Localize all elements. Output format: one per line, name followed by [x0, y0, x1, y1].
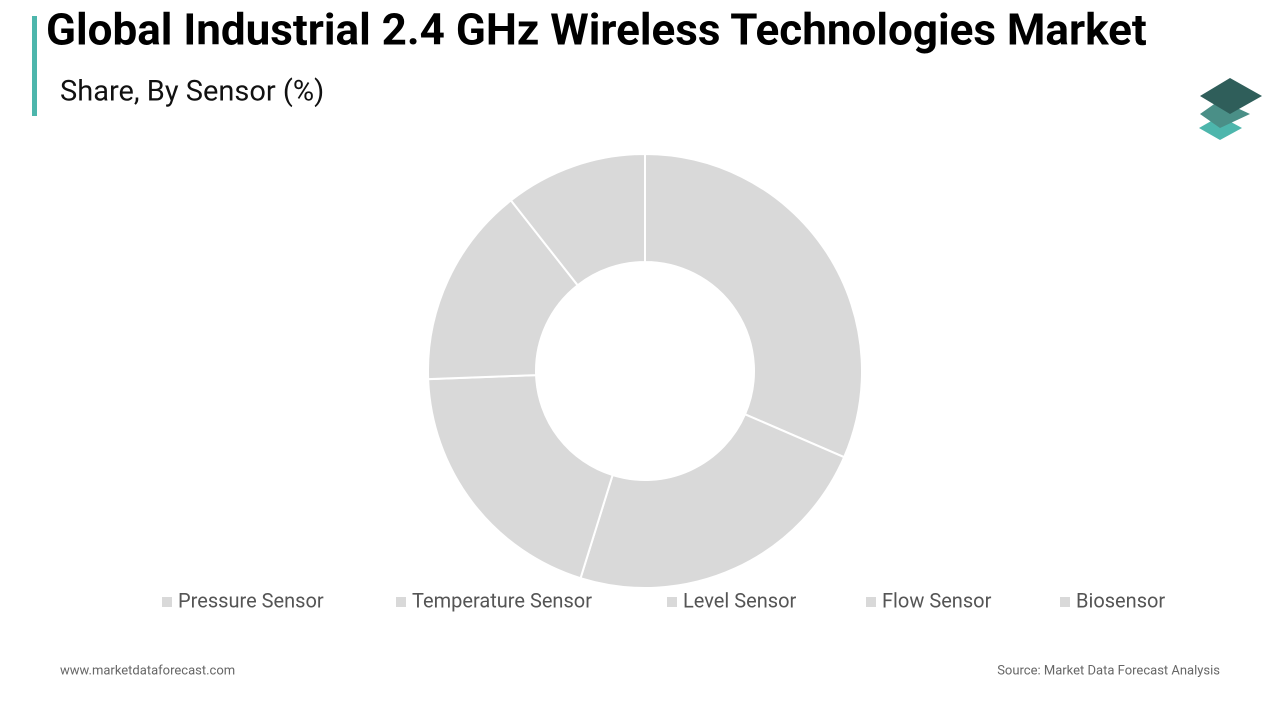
legend-label: Level Sensor — [683, 588, 796, 612]
donut-slice — [427, 374, 614, 580]
legend-label: Biosensor — [1076, 588, 1165, 612]
logo — [1199, 78, 1262, 140]
legend-label: Temperature Sensor — [412, 588, 592, 612]
legend-swatch — [396, 597, 406, 607]
legend-swatch — [667, 597, 677, 607]
chart-subtitle: Share, By Sensor (%) — [60, 75, 324, 109]
legend-swatch — [866, 597, 876, 607]
legend-swatch — [1060, 597, 1070, 607]
donut-slice — [644, 152, 863, 459]
accent-bar — [32, 16, 37, 116]
donut-slice — [579, 412, 846, 589]
website: www.marketdataforecast.com — [60, 663, 235, 678]
chart-title: Global Industrial 2.4 GHz Wireless Techn… — [46, 4, 1147, 56]
source: Source: Market Data Forecast Analysis — [997, 663, 1220, 678]
donut-slice — [509, 152, 646, 287]
legend-label: Flow Sensor — [882, 588, 992, 612]
legend-label: Pressure Sensor — [178, 588, 324, 612]
donut-slice — [427, 198, 580, 381]
legend-swatch — [162, 597, 172, 607]
